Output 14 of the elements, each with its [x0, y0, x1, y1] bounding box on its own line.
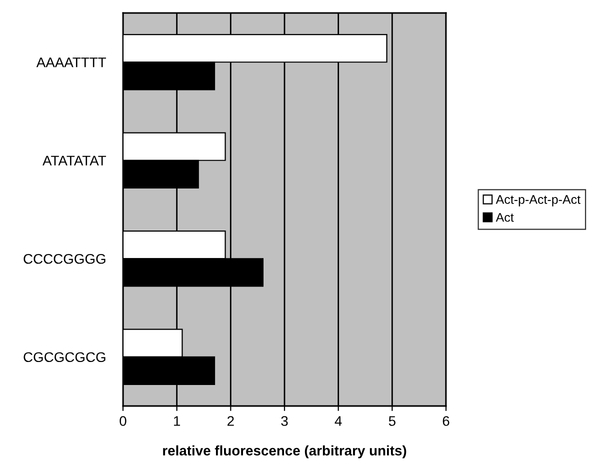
x-tick-label: 1	[174, 416, 180, 426]
x-tick-label: 2	[228, 416, 234, 426]
x-tick-label: 3	[281, 416, 288, 426]
x-axis-title: relative fluorescence (arbitrary units)	[163, 445, 406, 458]
y-tick-label: AAAATTTT	[36, 58, 106, 68]
x-tick-label: 4	[334, 416, 342, 426]
legend-label: Act-p-Act-p-Act	[496, 195, 580, 206]
y-tick-label: ATATATAT	[42, 156, 106, 166]
x-tick-label: 6	[442, 416, 450, 426]
y-tick-label: CGCGCGCG	[24, 352, 106, 362]
x-tick-label: 5	[388, 416, 396, 426]
x-tick-label: 0	[120, 416, 126, 426]
legend-label: Act	[496, 213, 514, 222]
y-tick-label: CCCCGGGG	[24, 254, 106, 264]
